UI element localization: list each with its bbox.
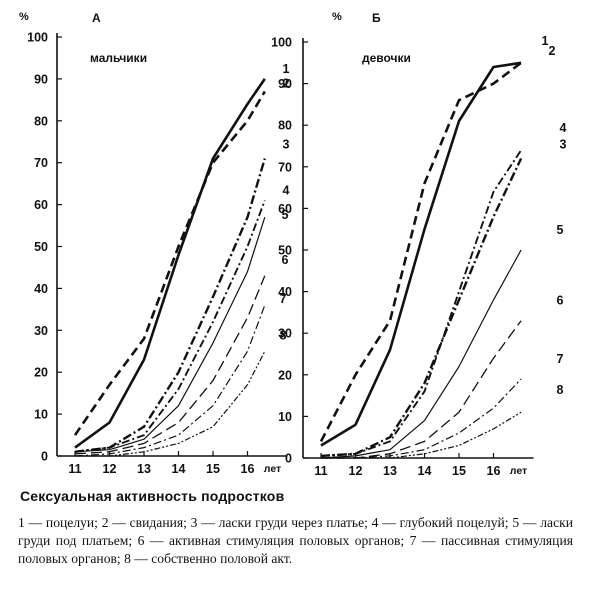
y-axis-unit: % — [19, 11, 29, 23]
series-label-8: 8 — [557, 383, 564, 397]
series-label-3: 3 — [560, 137, 567, 151]
y-tick-label: 10 — [34, 408, 48, 422]
series-line-7 — [321, 378, 522, 459]
series-label-3: 3 — [283, 138, 290, 152]
panel-letter: А — [92, 11, 101, 25]
y-tick-label: 20 — [34, 366, 48, 380]
x-tick-label: 11 — [68, 462, 81, 476]
x-tick-label: 13 — [383, 464, 397, 478]
x-axis-unit: лет — [264, 463, 281, 475]
series-line-6 — [321, 320, 522, 459]
figure-caption: Сексуальная активность подростков 1 — по… — [18, 488, 573, 568]
series-line-5 — [320, 249, 522, 459]
y-tick-label: 80 — [278, 119, 292, 133]
y-tick-label: 0 — [41, 450, 48, 464]
x-axis-unit: лет — [510, 465, 527, 477]
series-line-4 — [320, 149, 522, 457]
series-label-7: 7 — [280, 292, 287, 306]
series-label-4: 4 — [560, 121, 567, 135]
series-line-1 — [320, 61, 522, 447]
x-tick-label: 15 — [452, 464, 466, 478]
y-tick-label: 70 — [34, 156, 48, 170]
series-line-8 — [321, 411, 522, 459]
y-tick-label: 50 — [278, 244, 292, 258]
y-tick-label: 50 — [34, 240, 48, 254]
series-label-2: 2 — [549, 44, 556, 58]
series-line-4 — [74, 200, 266, 453]
y-tick-label: 30 — [34, 324, 48, 338]
y-tick-label: 40 — [278, 285, 292, 299]
series-label-1: 1 — [283, 62, 290, 76]
x-tick-label: 16 — [487, 464, 501, 478]
series-line-3 — [320, 157, 523, 458]
series-label-8: 8 — [280, 328, 287, 342]
caption-text: 1 — поцелуи; 2 — свидания; 3 — ласки гру… — [18, 515, 573, 566]
panel-subtitle: девочки — [362, 51, 411, 65]
y-tick-label: 20 — [278, 368, 292, 382]
y-tick-label: 30 — [278, 327, 292, 341]
y-axis-unit: % — [332, 11, 342, 23]
x-tick-label: 14 — [418, 464, 432, 478]
y-tick-label: 10 — [278, 410, 292, 424]
series-line-6 — [74, 275, 266, 455]
panel-subtitle: мальчики — [90, 51, 147, 65]
x-tick-label: 11 — [314, 464, 327, 478]
series-label-7: 7 — [557, 352, 564, 366]
x-tick-label: 12 — [103, 462, 117, 476]
series-label-2: 2 — [283, 76, 290, 90]
series-line-1 — [74, 78, 266, 449]
y-tick-label: 80 — [34, 114, 48, 128]
series-line-3 — [74, 158, 266, 453]
series-line-2 — [319, 61, 522, 442]
series-line-5 — [74, 217, 266, 453]
x-tick-label: 14 — [172, 462, 186, 476]
series-label-4: 4 — [283, 183, 290, 197]
series-line-8 — [75, 351, 266, 457]
series-label-5: 5 — [282, 208, 289, 222]
y-tick-label: 90 — [34, 72, 48, 86]
y-tick-label: 100 — [271, 36, 292, 50]
caption-title: Сексуальная активность подростков — [20, 488, 285, 504]
y-tick-label: 60 — [278, 202, 292, 216]
series-label-6: 6 — [282, 253, 289, 267]
y-tick-label: 0 — [285, 452, 292, 466]
x-tick-label: 16 — [241, 462, 255, 476]
panel-letter: Б — [372, 11, 381, 25]
y-tick-label: 100 — [27, 31, 48, 45]
series-line-2 — [73, 90, 266, 436]
y-tick-label: 40 — [34, 282, 48, 296]
series-label-5: 5 — [557, 223, 564, 237]
x-tick-label: 13 — [137, 462, 151, 476]
series-line-7 — [74, 304, 266, 457]
y-tick-label: 70 — [278, 160, 292, 174]
series-label-6: 6 — [557, 294, 564, 308]
y-tick-label: 60 — [34, 198, 48, 212]
x-tick-label: 15 — [206, 462, 220, 476]
y-tick-label: 90 — [278, 77, 292, 91]
x-tick-label: 12 — [349, 464, 363, 478]
series-label-1: 1 — [542, 34, 549, 48]
